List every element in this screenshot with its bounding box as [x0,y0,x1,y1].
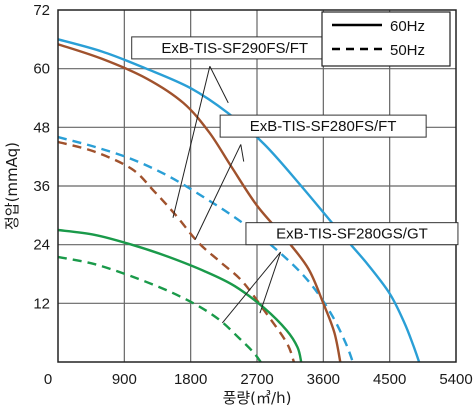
legend-label-60hz: 60Hz [390,18,425,35]
y-tick-label: 36 [33,178,50,195]
callout-box-2 [245,222,459,246]
x-tick-label: 1800 [174,371,207,388]
y-tick-label: 72 [33,2,50,19]
y-axis-title: 정압(mmAq) [3,142,21,230]
legend-box [321,11,451,67]
plot-frame [57,9,457,363]
x-tick-label-0: 0 [44,371,52,388]
series-line-4 [57,228,303,363]
callout-leader [259,251,282,314]
y-tick-label: 48 [33,119,50,136]
x-tick-label: 3600 [307,371,340,388]
series-line-1 [57,135,354,363]
x-tick-label: 900 [112,371,137,388]
ticks: 0 900 1800 2700 3600 4500 5400 12 24 36 48 60 72 [33,2,472,388]
y-tick-label: 60 [33,61,50,78]
series-line-0 [57,38,421,363]
callout-leader [221,251,281,324]
callout-leader [209,65,229,104]
x-tick-label: 2700 [240,371,273,388]
legend-label-50hz: 50Hz [390,42,425,59]
series-line-3 [57,140,296,363]
y-tick-label: 12 [33,295,50,312]
x-tick-label: 5400 [439,371,472,388]
callout-box-1 [219,114,427,138]
callout-leader [240,144,245,162]
callout-label-0: ExB-TIS-SF290FS/FT [161,40,308,57]
callout-leader [194,144,242,240]
series-line-5 [57,255,262,363]
series-layer [57,38,421,363]
callout-label-2: ExB-TIS-SF280GS/GT [276,226,428,243]
legend: 60Hz 50Hz [321,11,451,67]
callout-leader [172,66,211,218]
series-line-2 [57,43,342,363]
x-tick-label: 4500 [373,371,406,388]
callouts: ExB-TIS-SF290FS/FT ExB-TIS-SF280FS/FT ExB-… [131,36,459,324]
callout-label-1: ExB-TIS-SF280FS/FT [250,118,397,135]
y-tick-label: 24 [33,237,50,254]
x-axis-title: 풍량(㎥/h) [223,389,292,407]
